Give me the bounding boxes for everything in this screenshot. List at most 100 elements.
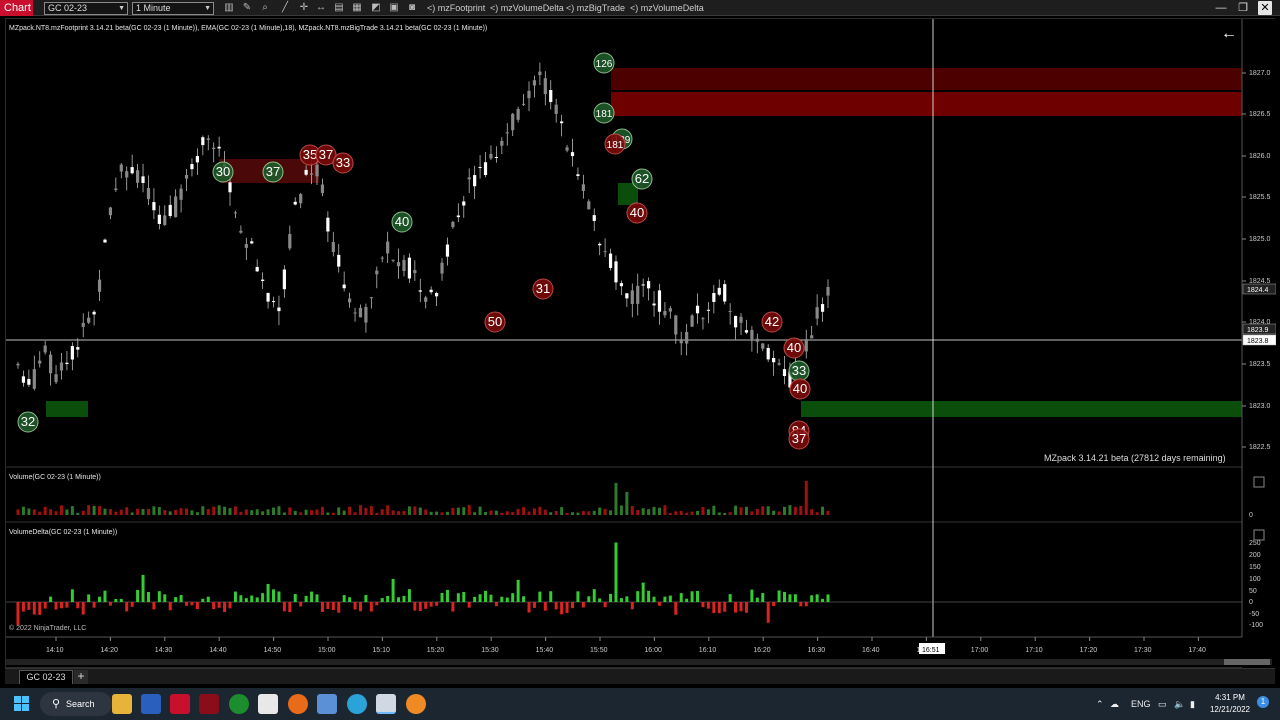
- big-trade-sell-label: 33: [336, 155, 350, 170]
- instrument-selector[interactable]: GC 02-23 ▼: [44, 2, 128, 15]
- add-tab-button[interactable]: +: [74, 670, 88, 684]
- chevron-up-icon[interactable]: ⌃: [1096, 699, 1104, 709]
- bar-type-icon[interactable]: ▥: [224, 2, 234, 13]
- interval-selector[interactable]: 1 Minute ▼: [132, 2, 214, 15]
- price-tick-label: 1827.0: [1249, 70, 1271, 77]
- brave-alt-icon[interactable]: [406, 694, 426, 714]
- candle-body: [451, 221, 455, 228]
- active-app-icon[interactable]: [376, 694, 396, 714]
- drag-icon[interactable]: ↔: [316, 2, 326, 13]
- candle-body: [114, 188, 118, 191]
- volume-bar: [136, 508, 140, 515]
- telegram-icon[interactable]: [347, 694, 367, 714]
- battery-icon[interactable]: ▮: [1190, 699, 1195, 709]
- delta-bar: [777, 590, 781, 602]
- file-explorer-icon[interactable]: [112, 694, 132, 714]
- properties-icon[interactable]: ▤: [334, 2, 344, 13]
- delta-bar: [16, 602, 20, 626]
- link-mzvolumedelta[interactable]: <) mzVolumeDelta: [490, 3, 564, 13]
- link-mzvolumedelta-2[interactable]: <) mzVolumeDelta: [630, 3, 704, 13]
- time-tick-label: 17:20: [1080, 647, 1098, 654]
- crosshair-time-flag-bg: [919, 643, 945, 654]
- ninjatrader-icon[interactable]: [199, 694, 219, 714]
- time-tick-label: 15:50: [590, 647, 608, 654]
- delta-bar: [723, 602, 727, 612]
- brave-browser-icon[interactable]: [288, 694, 308, 714]
- time-tick-label: 15:10: [372, 647, 390, 654]
- word-icon[interactable]: [141, 694, 161, 714]
- volume-bar: [652, 506, 656, 515]
- candle-body: [777, 363, 781, 365]
- delta-bar: [277, 591, 281, 602]
- volume-bar: [451, 507, 455, 515]
- price-tick-label: 1823.0: [1249, 403, 1271, 410]
- delta-bar: [598, 598, 602, 602]
- line-tool-icon[interactable]: ╱: [281, 2, 289, 13]
- app-grid-icon[interactable]: [258, 694, 278, 714]
- volume-bar: [565, 512, 569, 515]
- big-trade-buy-bubble: [262, 161, 284, 183]
- candle-body: [657, 290, 662, 312]
- close-icon[interactable]: ✕: [1258, 1, 1272, 15]
- delta-bar: [250, 595, 254, 602]
- chart-window-tab[interactable]: Chart: [0, 0, 33, 16]
- taskbar-clock[interactable]: 4:31 PM 12/21/2022: [1208, 692, 1252, 716]
- volume-bar: [788, 505, 792, 515]
- delta-bar: [146, 591, 150, 602]
- candle-body: [652, 303, 656, 306]
- candle-body: [212, 147, 216, 150]
- volume-bar: [685, 512, 689, 515]
- candle-body: [21, 376, 26, 383]
- maximize-icon[interactable]: ❐: [1238, 2, 1248, 14]
- delta-bar: [783, 591, 787, 602]
- candle-body: [320, 184, 325, 194]
- delta-bar: [92, 602, 96, 608]
- back-arrow-icon[interactable]: ←: [1221, 25, 1237, 42]
- candle-body: [407, 257, 412, 279]
- delta-bar: [750, 589, 754, 602]
- minimize-icon[interactable]: —: [1215, 2, 1227, 14]
- delta-bar: [744, 602, 748, 613]
- candle-body: [560, 121, 564, 124]
- delta-bar: [717, 602, 721, 614]
- link-mzbigtrade[interactable]: <) mzBigTrade: [566, 3, 625, 13]
- xbox-icon[interactable]: [229, 694, 249, 714]
- delta-bar: [228, 602, 232, 609]
- taskbar-search-button[interactable]: ⚲ Search: [40, 692, 112, 716]
- app-blue-icon[interactable]: [317, 694, 337, 714]
- volume-icon[interactable]: 🔈: [1174, 699, 1186, 709]
- camera-icon[interactable]: ◙: [408, 2, 416, 13]
- delta-bar: [98, 596, 102, 602]
- volume-bar: [119, 509, 123, 515]
- link-mzfootprint[interactable]: <) mzFootprint: [427, 3, 486, 13]
- volume-bar: [272, 507, 276, 515]
- language-indicator[interactable]: ENG: [1131, 699, 1151, 709]
- candle-body: [554, 104, 558, 114]
- volume-bar: [141, 509, 145, 515]
- delta-bar: [734, 602, 738, 613]
- strategy-icon[interactable]: ▦: [352, 2, 362, 13]
- volume-bar: [478, 506, 482, 515]
- candle-body: [641, 284, 645, 286]
- candle-body: [201, 137, 205, 146]
- templates-icon[interactable]: ▣: [389, 2, 399, 13]
- candle-body: [581, 184, 585, 191]
- chart-canvas[interactable]: 3230374012618113962333537335031181404240…: [6, 19, 1276, 669]
- crosshair-icon[interactable]: ✛: [299, 2, 309, 13]
- candle-body: [233, 212, 238, 214]
- big-trade-buy-label: 62: [635, 171, 649, 186]
- crosshair-time-flag: 16:51: [922, 647, 940, 654]
- volume-bar: [755, 508, 759, 515]
- zoom-icon[interactable]: ⌕: [262, 2, 268, 13]
- chart-panel[interactable]: 3230374012618113962333537335031181404240…: [5, 18, 1276, 669]
- pencil-icon[interactable]: ✎: [242, 2, 252, 13]
- network-icon[interactable]: ▭: [1158, 699, 1167, 709]
- indicators-icon[interactable]: ◩: [371, 2, 381, 13]
- notification-badge[interactable]: 1: [1257, 696, 1269, 708]
- big-trade-sell-bubble: [788, 428, 810, 450]
- volume-bar: [663, 505, 667, 515]
- windows-start-icon[interactable]: [14, 696, 30, 712]
- app-red-icon[interactable]: [170, 694, 190, 714]
- instrument-tab[interactable]: GC 02-23: [19, 670, 73, 684]
- cloud-icon[interactable]: ☁: [1110, 699, 1119, 709]
